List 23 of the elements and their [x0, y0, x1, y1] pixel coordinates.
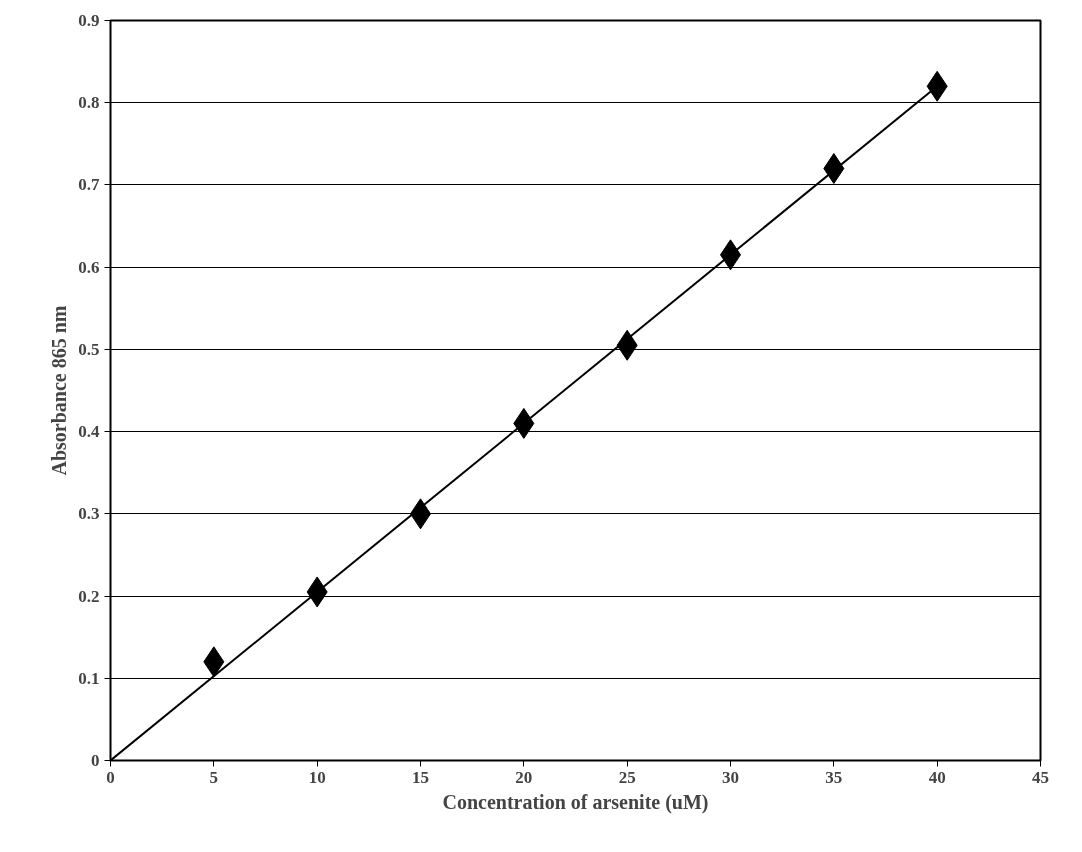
y-tick-label: 0.3	[78, 504, 100, 524]
x-tick-label: 40	[928, 767, 946, 787]
x-tick-label: 10	[308, 767, 326, 787]
x-tick-label: 30	[722, 767, 739, 787]
y-tick-label: 0.8	[78, 93, 100, 113]
x-tick-label: 15	[412, 767, 429, 787]
point	[823, 153, 845, 184]
y-tick-label: 0.2	[78, 586, 100, 606]
x-axis-title: Concentration of arsenite (uM)	[442, 790, 709, 814]
y-tick-label: 0.5	[78, 339, 100, 359]
y-tick-label: 0.4	[78, 422, 100, 442]
x-tick-label: 0	[106, 767, 115, 787]
y-tick-label: 0	[91, 751, 100, 770]
y-tick-label: 0.1	[78, 668, 100, 688]
x-tick-label: 5	[209, 767, 219, 787]
x-tick-label: 25	[618, 767, 636, 787]
y-tick-label: 0.9	[78, 11, 100, 30]
y-tick-label: 0.7	[78, 175, 100, 195]
y-tick-label: 0.6	[78, 257, 100, 277]
x-tick-label: 35	[825, 767, 843, 787]
x-tick-label: 45	[1032, 767, 1049, 787]
x-tick-label: 20	[515, 767, 533, 787]
y-axis-title: Absorbance 865 nm	[48, 305, 71, 476]
